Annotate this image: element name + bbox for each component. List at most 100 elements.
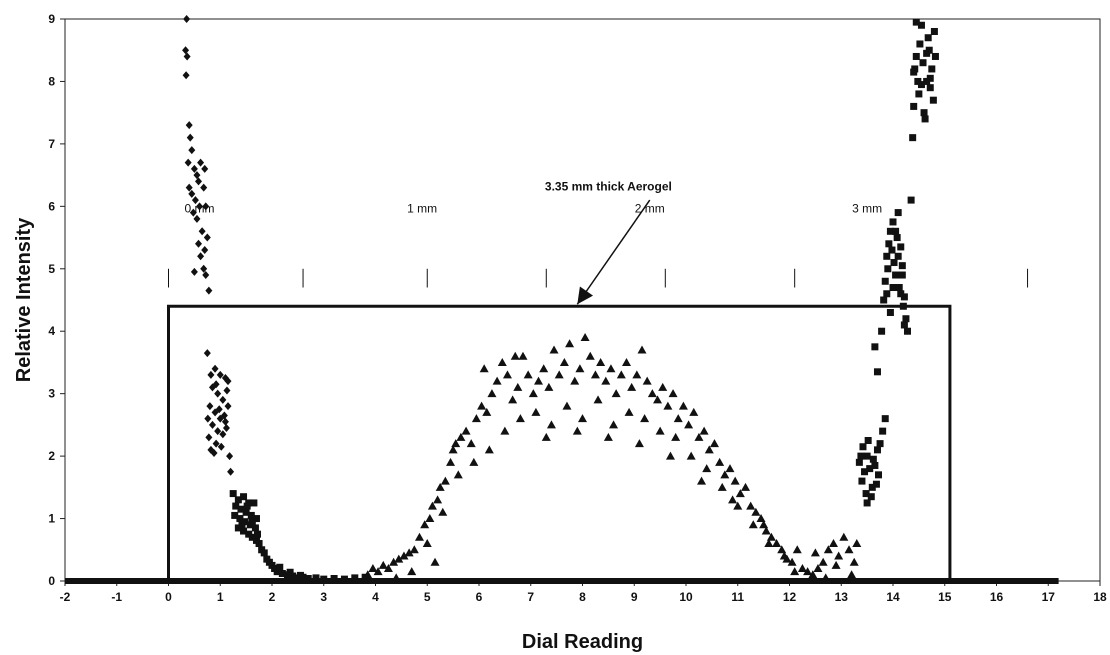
square-point: [872, 480, 880, 488]
triangle-point: [839, 532, 849, 541]
diamond-point: [211, 364, 219, 373]
square-point: [907, 196, 915, 204]
y-tick-label: 2: [48, 449, 55, 463]
x-tick-label: 0: [165, 590, 172, 604]
square-point: [242, 508, 250, 516]
triangle-point: [508, 395, 518, 404]
diamond-point: [219, 430, 227, 439]
square-point: [247, 511, 255, 519]
triangle-point: [601, 376, 611, 385]
triangle-point: [609, 420, 619, 429]
x-tick-label: 14: [886, 590, 900, 604]
diamond-point: [204, 414, 212, 423]
triangle-point: [653, 395, 663, 404]
square-point: [883, 290, 891, 298]
square-point: [296, 571, 304, 579]
annotation-label: 3.35 mm thick Aerogel: [545, 180, 672, 194]
triangle-point: [453, 470, 463, 479]
x-tick-label: 3: [320, 590, 327, 604]
triangle-point: [534, 376, 544, 385]
diamond-point: [186, 133, 194, 142]
square-point: [855, 458, 863, 466]
diamond-point: [201, 246, 209, 255]
triangle-point: [409, 545, 419, 554]
square-point: [912, 18, 920, 26]
triangle-point: [487, 389, 497, 398]
diamond-point: [215, 405, 223, 414]
square-point: [910, 68, 918, 76]
triangle-point: [606, 364, 616, 373]
triangle-point: [759, 520, 769, 529]
square-point: [873, 446, 881, 454]
square-point: [879, 427, 887, 435]
diamond-point: [219, 395, 227, 404]
square-point: [286, 568, 294, 576]
diamond-point: [193, 171, 201, 180]
triangle-point: [741, 482, 751, 491]
x-tick-label: 10: [679, 590, 693, 604]
triangle-point: [655, 426, 665, 435]
square-point: [923, 49, 931, 57]
triangle-point: [834, 551, 844, 560]
square-point: [243, 502, 251, 510]
square-point: [885, 240, 893, 248]
triangle-point: [510, 351, 520, 360]
triangle-point: [427, 501, 437, 510]
triangle-point: [554, 370, 564, 379]
x-tick-label: 8: [579, 590, 586, 604]
square-point: [234, 496, 242, 504]
triangle-point: [808, 570, 818, 579]
triangle-point: [735, 489, 745, 498]
square-point: [928, 65, 936, 73]
triangle-point: [621, 357, 631, 366]
square-point: [240, 493, 248, 501]
square-point: [250, 499, 258, 507]
y-tick-label: 3: [48, 387, 55, 401]
triangle-point: [446, 457, 456, 466]
y-tick-label: 9: [48, 12, 55, 26]
triangle-point: [448, 445, 458, 454]
triangle-point: [792, 545, 802, 554]
square-point: [260, 549, 268, 557]
diamond-point: [202, 202, 210, 211]
diamond-point: [202, 271, 210, 280]
diamond-point: [221, 417, 229, 426]
triangle-point: [580, 332, 590, 341]
triangle-point: [704, 445, 714, 454]
triangle-point: [562, 401, 572, 410]
square-point: [864, 437, 872, 444]
triangle-point: [399, 551, 409, 560]
square-point: [857, 452, 865, 460]
diamond-point: [184, 158, 192, 167]
triangle-point: [642, 376, 652, 385]
diamond-point: [203, 233, 211, 242]
triangle-point: [565, 339, 575, 348]
square-point: [898, 271, 906, 279]
triangle-point: [790, 567, 800, 576]
triangle-point: [746, 501, 756, 510]
square-point: [863, 499, 871, 507]
triangle-point: [686, 451, 696, 460]
square-point: [900, 293, 908, 301]
triangle-point: [818, 557, 828, 566]
diamond-point: [183, 52, 191, 61]
x-tick-label: 7: [527, 590, 534, 604]
square-point: [252, 515, 260, 523]
diamond-point: [207, 370, 215, 379]
annotation-arrowhead: [577, 286, 594, 305]
triangle-point: [482, 407, 492, 416]
triangle-point: [699, 426, 709, 435]
y-tick-label: 5: [48, 262, 55, 276]
triangle-point: [523, 370, 533, 379]
triangle-point: [810, 548, 820, 557]
diamond-point: [210, 448, 218, 457]
x-tick-label: 11: [731, 590, 744, 604]
square-point: [931, 52, 939, 60]
triangle-point: [779, 551, 789, 560]
triangle-point: [596, 357, 606, 366]
square-point: [926, 74, 934, 82]
triangle-point: [823, 545, 833, 554]
triangle-point: [616, 370, 626, 379]
triangle-point: [373, 567, 383, 576]
